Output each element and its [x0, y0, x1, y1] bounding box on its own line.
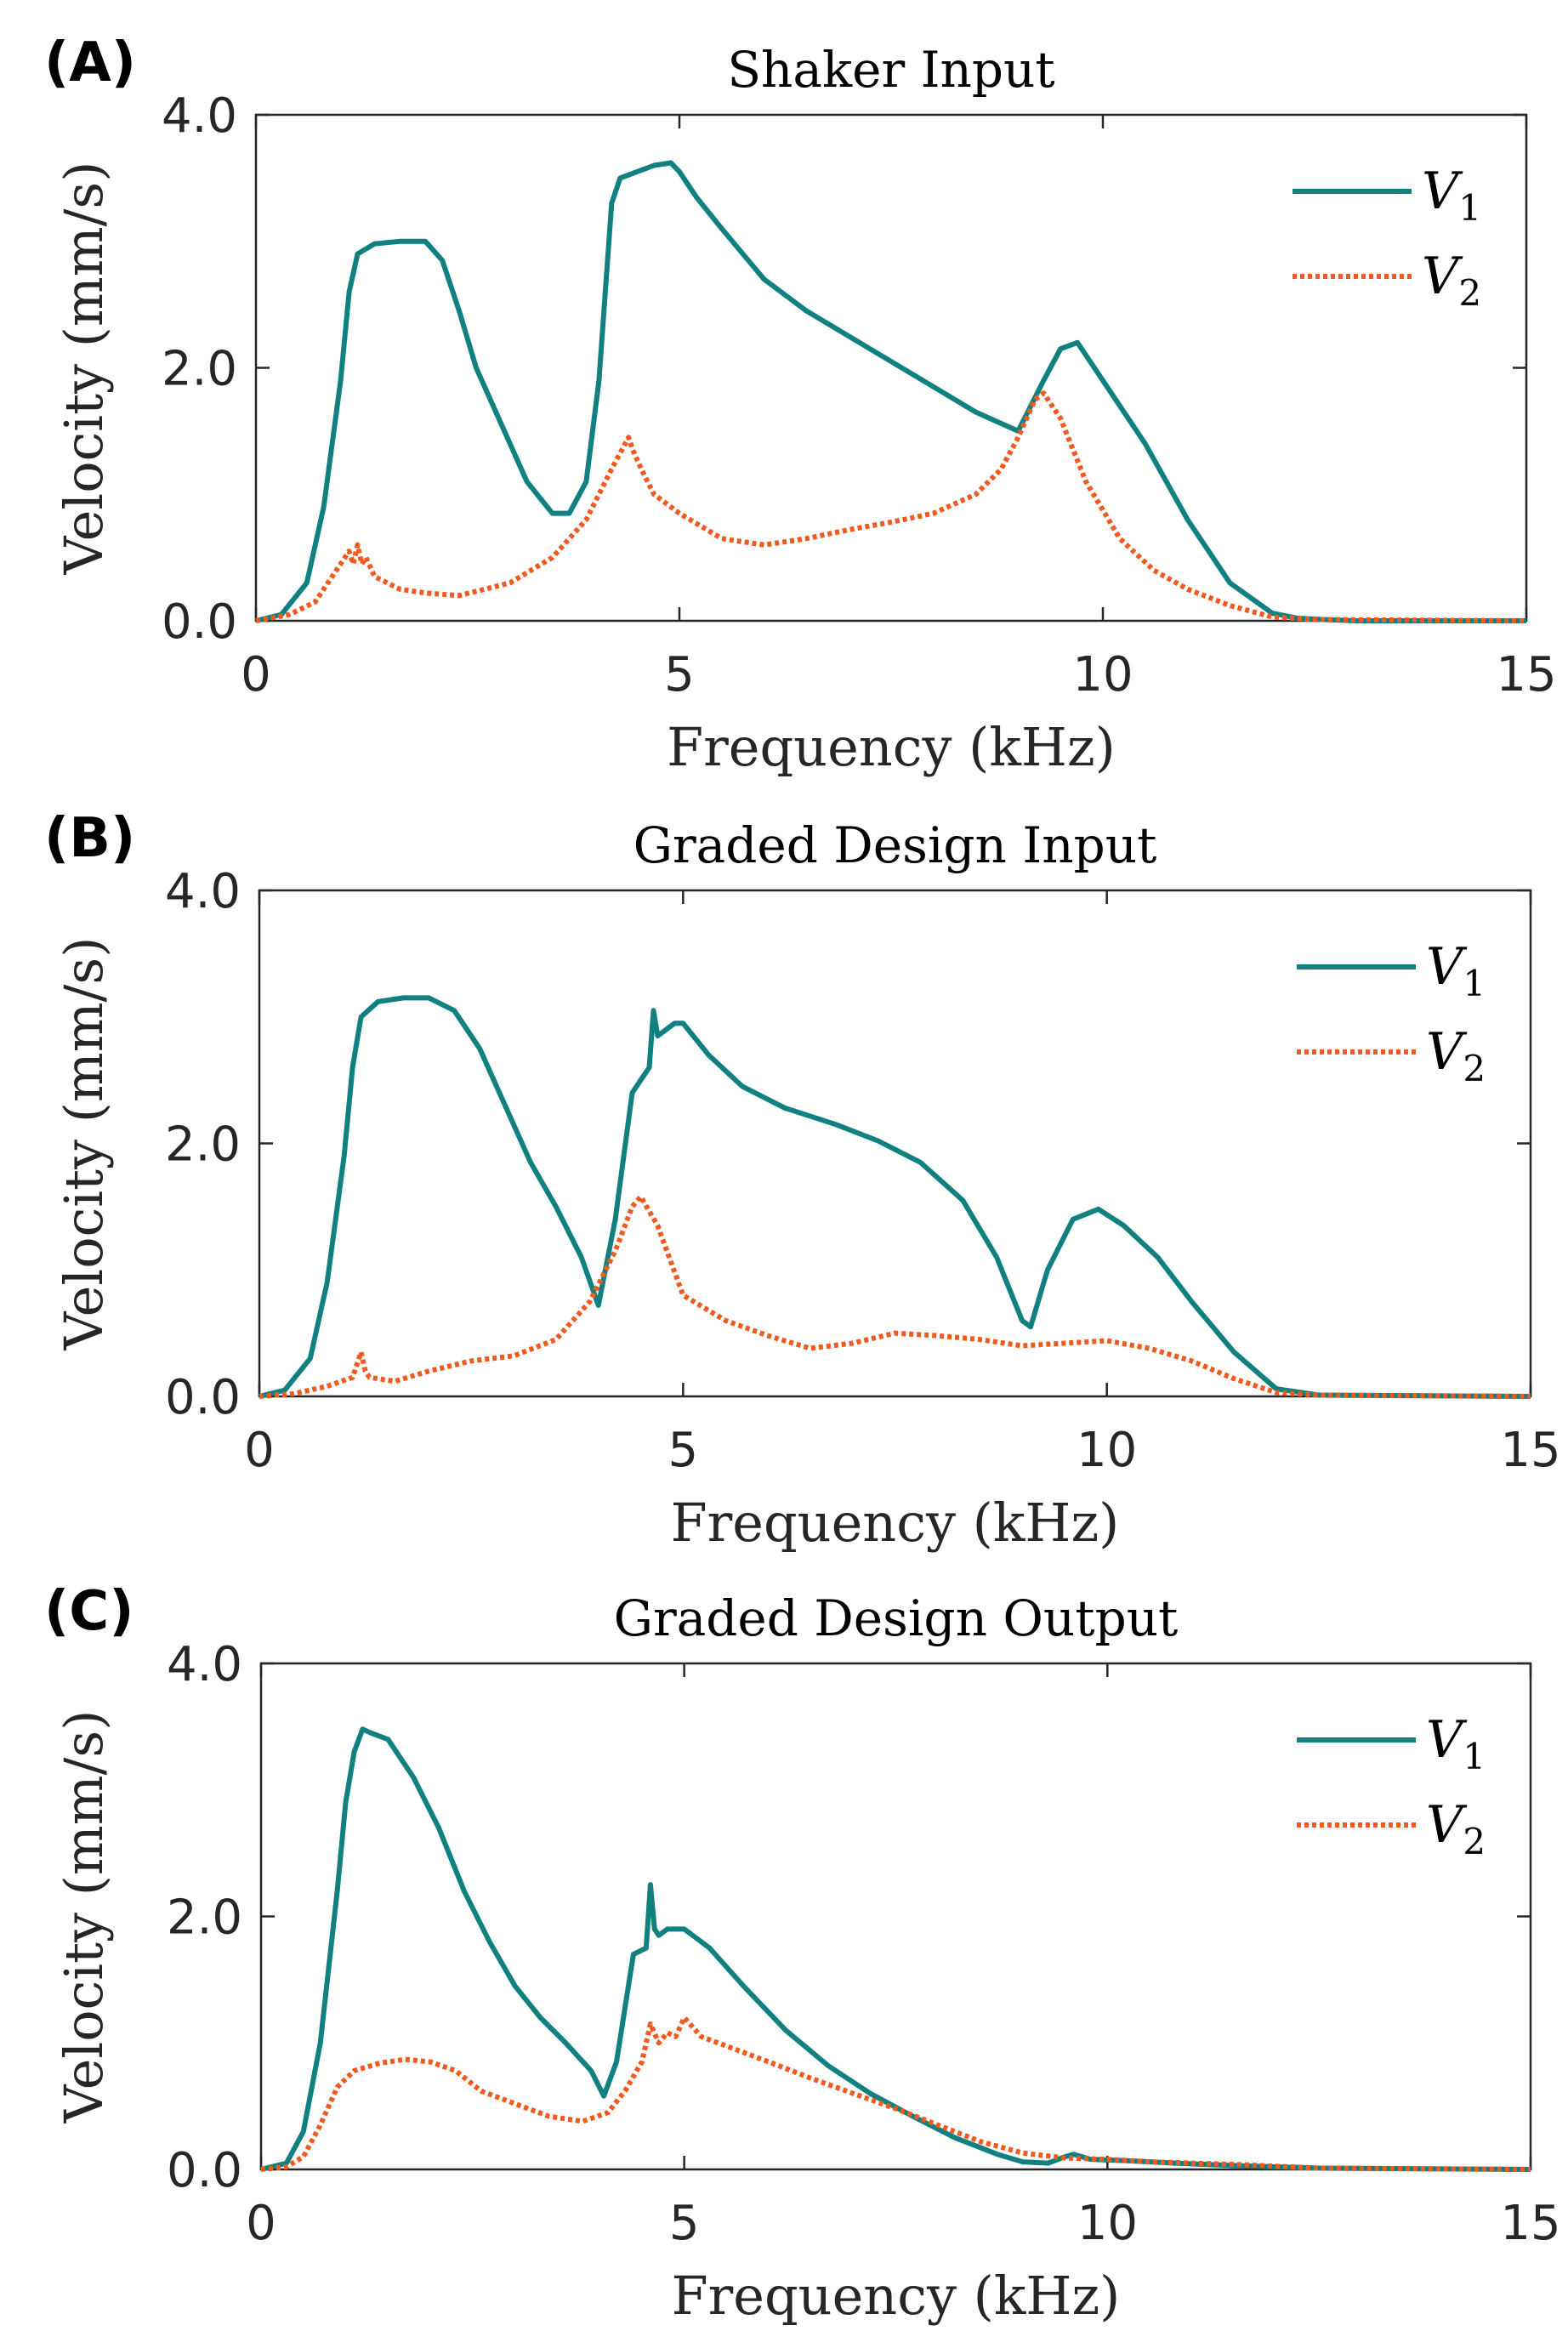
- panel-label: (A): [44, 31, 136, 94]
- y-tick-label: 4.0: [162, 88, 237, 144]
- panel-label: (C): [44, 1580, 134, 1643]
- x-tick-label: 15: [1500, 1423, 1560, 1478]
- panel-a: (A) Shaker Input 0 5 10 15 0.0 2.0 4.0 Frequency …: [44, 31, 1557, 778]
- y-tick-label: 2.0: [167, 1890, 242, 1946]
- x-tick-label: 0: [241, 647, 271, 702]
- legend-label-v2: V2: [1426, 1022, 1486, 1089]
- y-tick-label: 4.0: [167, 1637, 242, 1692]
- x-axis-label: Frequency (kHz): [667, 716, 1116, 778]
- y-tick-label: 0.0: [165, 1370, 241, 1425]
- chart-title: Shaker Input: [727, 41, 1054, 99]
- x-axis-label: Frequency (kHz): [672, 2265, 1121, 2327]
- legend-label-v1: V1: [1426, 1710, 1486, 1777]
- x-tick-label: 15: [1500, 2196, 1560, 2251]
- legend-label-v1: V1: [1422, 162, 1481, 229]
- panel-c: (C) Graded Design Output 0 5 10 15 0.0 2.0 4.0 Fr…: [44, 1580, 1561, 2327]
- x-tick-label: 0: [246, 2196, 276, 2251]
- x-tick-label: 10: [1077, 1423, 1137, 1478]
- x-tick-label: 10: [1077, 2196, 1138, 2251]
- series-line-v1: [260, 1726, 1531, 2172]
- y-tick-label: 2.0: [165, 1117, 241, 1173]
- panel-b: (B) Graded Design Input 0 5 10 15 0.0 2.0 4.0 Fre…: [44, 807, 1561, 1554]
- legend-label-v2: V2: [1426, 1795, 1486, 1862]
- x-axis-label: Frequency (kHz): [671, 1492, 1120, 1554]
- y-tick-label: 4.0: [165, 864, 241, 919]
- x-tick-label: 15: [1496, 647, 1556, 702]
- x-tick-label: 0: [244, 1423, 275, 1478]
- chart-title: Graded Design Input: [633, 816, 1157, 874]
- legend-label-v1: V1: [1426, 937, 1486, 1004]
- series-line-v2: [258, 1194, 1531, 1399]
- panel-label: (B): [44, 807, 135, 870]
- series-line-v1: [258, 995, 1531, 1399]
- x-tick-label: 10: [1072, 647, 1133, 702]
- y-tick-label: 0.0: [167, 2143, 242, 2198]
- series-line-v2: [255, 390, 1527, 623]
- legend-label-v2: V2: [1422, 247, 1481, 314]
- x-tick-label: 5: [664, 647, 695, 702]
- series-line-v2: [260, 2015, 1531, 2172]
- y-axis-label: Velocity (mm/s): [53, 162, 115, 576]
- y-tick-label: 2.0: [162, 342, 237, 397]
- x-tick-label: 5: [669, 2196, 700, 2251]
- x-tick-label: 5: [668, 1423, 699, 1478]
- y-tick-label: 0.0: [162, 594, 237, 650]
- series-line-v1: [255, 160, 1526, 623]
- y-axis-label: Velocity (mm/s): [53, 1710, 115, 2124]
- y-axis-label: Velocity (mm/s): [53, 937, 115, 1351]
- chart-title: Graded Design Output: [614, 1589, 1179, 1647]
